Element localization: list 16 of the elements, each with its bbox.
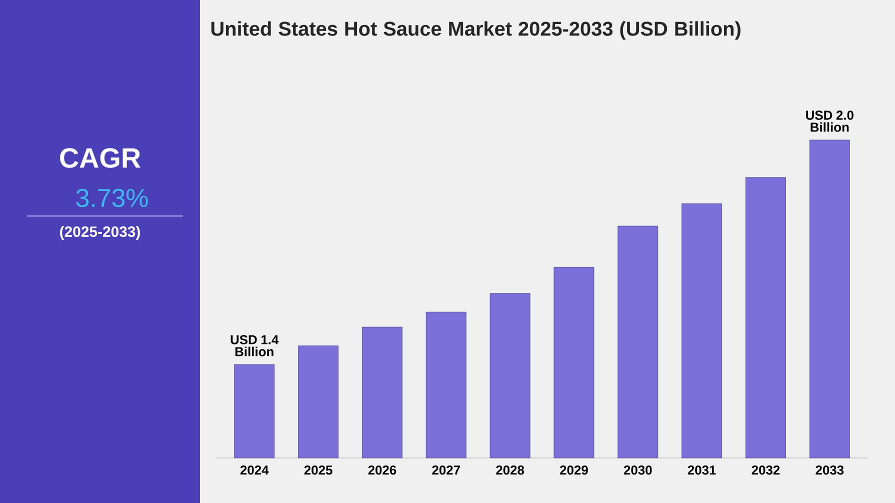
x-tick-label: 2029 <box>560 466 588 475</box>
text: (2025-2033) <box>60 226 140 240</box>
x-tick-label: 2025 <box>304 466 332 475</box>
data-label: USD 2.0 Billion <box>806 110 854 132</box>
x-tick-label: 2024 <box>240 466 269 475</box>
x-tick-label: 2028 <box>496 466 524 475</box>
x-tick-label: 2027 <box>432 466 460 475</box>
x-tick-label: 2030 <box>624 466 652 475</box>
text: CAGR <box>60 148 140 168</box>
x-tick-label: 2032 <box>752 466 780 475</box>
text: 3.73% <box>76 188 148 208</box>
chart-title: United States Hot Sauce Market 2025-2033 (USD Billion) <box>211 21 740 40</box>
x-tick-label: 2026 <box>368 466 396 475</box>
x-tick-label: 2031 <box>688 466 716 475</box>
data-label: USD 1.4 Billion <box>230 335 279 356</box>
x-tick-label: 2033 <box>816 466 844 475</box>
